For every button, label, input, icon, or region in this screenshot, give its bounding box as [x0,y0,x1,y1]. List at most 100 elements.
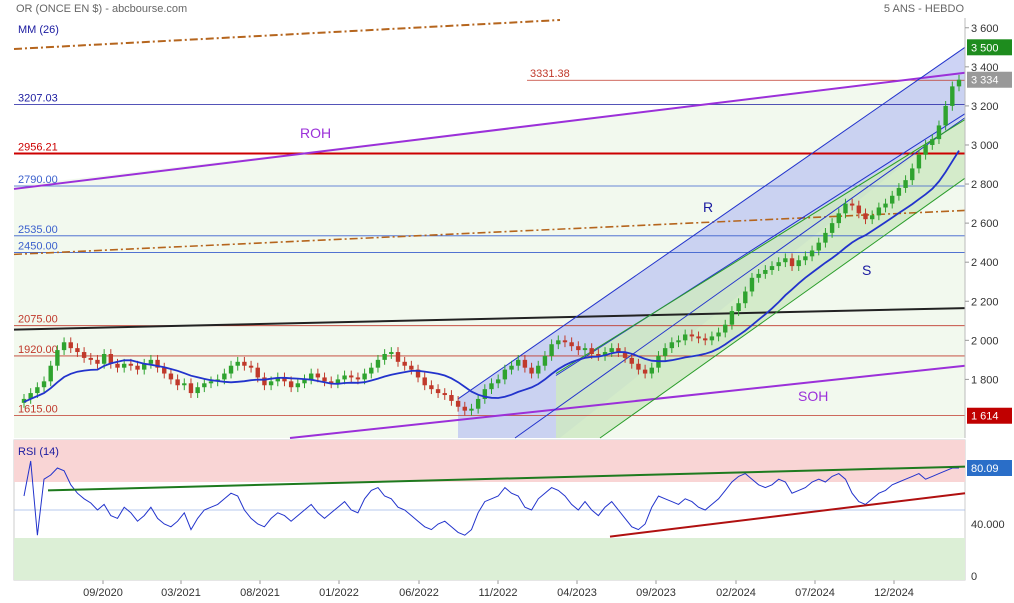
chart-title: OR (ONCE EN $) - abcbourse.com [16,3,188,15]
candle-body [869,215,875,220]
candle-body [255,367,260,378]
candle-body [362,373,367,380]
candle-body [943,105,948,126]
candle-body [709,336,715,341]
candle-body [295,383,301,388]
candle-body [676,340,681,343]
candle-body [589,348,594,354]
candle-body [449,395,454,401]
x-tick-label: 01/2022 [319,587,359,599]
candle-body [475,398,481,409]
x-tick-label: 11/2022 [479,587,518,599]
candle-body [202,383,207,388]
y-tick-label: 2 600 [971,218,999,230]
candle-body [596,354,601,356]
candle-body [649,367,654,374]
rsi-overbought-zone [14,440,965,482]
candle-body [395,352,401,362]
rsi-oversold-zone [14,538,965,580]
level-label: 2450.00 [18,240,58,252]
candle-body [242,361,247,366]
x-tick-label: 07/2024 [795,587,835,599]
candle-body [956,79,962,87]
candle-body [783,258,788,263]
candle-body [288,381,294,388]
candle-body [208,381,214,384]
x-tick-label: 02/2024 [716,587,756,599]
candle-body [950,86,955,106]
candle-body [248,365,254,368]
annotation-label: S [862,262,871,278]
candle-body [629,357,634,364]
candle-body [562,340,568,343]
level-label: 2075.00 [18,314,58,326]
candle-body [188,383,194,394]
x-tick-label: 08/2021 [240,587,280,599]
candle-body [849,203,855,206]
candle-body [495,379,501,384]
price-badge-label: 3 500 [971,42,999,54]
y-tick-label: 1 800 [971,374,999,386]
candle-body [903,180,908,188]
candle-body [162,367,167,374]
price-badge-label: 3 334 [971,75,999,87]
candle-body [756,273,761,278]
candle-body [536,365,541,374]
candle-body [642,369,648,374]
candle-body [696,336,701,339]
candle-body [509,365,514,370]
candle-body [28,393,33,399]
candle-body [743,291,748,304]
rsi-value-badge [967,460,1012,476]
candle-body [182,383,187,386]
candle-body [315,373,321,378]
level-label: 2535.00 [18,224,58,236]
y-tick-label: 2 800 [971,179,999,191]
candle-body [135,365,140,370]
candle-body [308,373,314,380]
candle-body [302,379,307,384]
level-label: 1920.00 [18,344,58,356]
candle-body [876,207,882,216]
x-tick-label: 03/2021 [161,587,201,599]
rsi-tick-label: 0 [971,571,977,583]
annotation-label: SOH [798,388,828,404]
roh-line [13,71,966,190]
candle-body [88,357,93,360]
candle-body [21,398,27,403]
candle-body [896,187,902,196]
y-tick-label: 2 400 [971,257,999,269]
candle-body [108,354,114,364]
rsi-top-trendline [47,465,966,492]
rsi-tick-label: 40.000 [971,519,1005,531]
candle-body [81,352,87,358]
price-badge [967,71,1012,88]
candle-body [662,348,668,356]
level-label: 2790.00 [18,174,58,186]
candle-body [936,125,942,140]
candle-body [883,203,888,208]
candle-body [556,340,561,345]
channel-r-fill [458,47,965,438]
long-term-line [13,307,966,331]
candle-body [789,258,795,267]
candle-body [843,203,848,214]
candle-body [549,344,554,356]
candle-body [816,242,821,251]
y-tick-label: 2 200 [971,296,999,308]
candle-body [729,311,735,325]
price-badge [967,407,1012,424]
candle-body [275,377,280,382]
candle-body [749,277,755,292]
candle-body [522,359,528,368]
candle-body [402,361,407,366]
candle-body [582,348,588,351]
y-tick-label: 3 000 [971,140,999,152]
x-tick-label: 06/2022 [399,587,439,599]
candle-body [222,373,227,380]
channel-r-mid [555,113,966,376]
rsi-bottom-trendline [609,492,966,538]
mid-trendline [13,209,966,256]
candle-body [796,260,801,267]
